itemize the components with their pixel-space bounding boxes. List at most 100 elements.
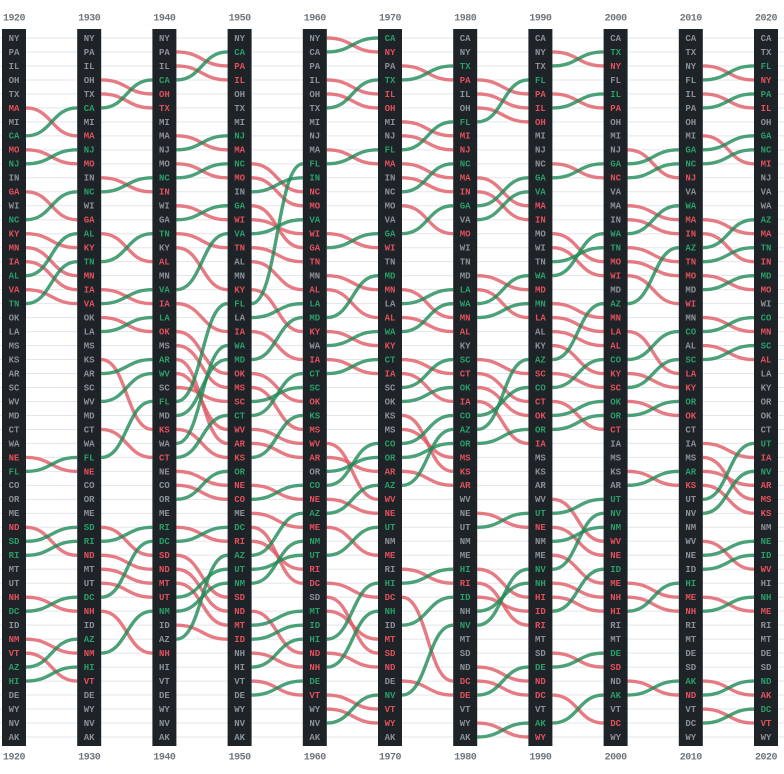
state-label: DE bbox=[685, 649, 696, 659]
rank-change-line bbox=[326, 357, 379, 376]
state-label: MT bbox=[610, 635, 621, 645]
state-label: MI bbox=[309, 118, 320, 128]
state-label: SC bbox=[84, 383, 95, 393]
state-label: FL bbox=[685, 76, 696, 86]
state-label: HI bbox=[385, 579, 396, 589]
state-label: MO bbox=[460, 230, 471, 240]
state-label: GA bbox=[309, 244, 320, 254]
state-label: OH bbox=[685, 118, 696, 128]
state-label: ND bbox=[84, 551, 95, 561]
state-label: MT bbox=[159, 579, 170, 589]
rank-change-line bbox=[326, 441, 379, 488]
state-label: MI bbox=[535, 132, 546, 142]
rank-change-line bbox=[702, 539, 755, 571]
state-label: KS bbox=[309, 411, 320, 421]
state-label: WY bbox=[385, 719, 396, 729]
rank-change-line bbox=[702, 246, 755, 264]
rank-change-line bbox=[25, 259, 78, 292]
state-label: AK bbox=[610, 691, 621, 701]
rank-change-line bbox=[176, 50, 228, 68]
rank-change-line bbox=[251, 609, 303, 627]
state-label: NY bbox=[535, 48, 546, 58]
state-label: MS bbox=[309, 425, 320, 435]
state-label: ME bbox=[685, 593, 696, 603]
state-label: SC bbox=[234, 397, 245, 407]
rank-change-line bbox=[326, 92, 379, 110]
rank-change-line bbox=[251, 176, 303, 194]
state-label: KY bbox=[535, 341, 546, 351]
rank-change-line bbox=[25, 106, 78, 138]
state-label: AK bbox=[234, 733, 245, 743]
state-label: ME bbox=[460, 551, 471, 561]
rank-change-line bbox=[552, 92, 604, 110]
state-label: AL bbox=[385, 313, 396, 323]
state-label: MN bbox=[761, 327, 772, 337]
rank-change-line bbox=[552, 50, 604, 68]
rank-change-line bbox=[401, 595, 454, 627]
year-label-bottom: 1980 bbox=[454, 753, 477, 764]
rank-change-line bbox=[251, 246, 303, 264]
state-label: DE bbox=[385, 677, 396, 687]
state-label: PA bbox=[460, 76, 471, 86]
state-label: UT bbox=[84, 579, 95, 589]
state-label: DC bbox=[159, 537, 170, 547]
state-label: MN bbox=[460, 313, 471, 323]
year-label-top: 2010 bbox=[680, 14, 703, 25]
state-label: MO bbox=[385, 202, 396, 212]
state-label: WY bbox=[610, 733, 621, 743]
state-label: AZ bbox=[385, 481, 396, 491]
state-label: NE bbox=[159, 467, 170, 477]
rank-change-line bbox=[401, 441, 454, 460]
state-label: CA bbox=[309, 48, 320, 58]
state-label: OH bbox=[84, 76, 95, 86]
state-label: NV bbox=[385, 691, 396, 701]
state-label: SD bbox=[9, 537, 20, 547]
state-label: VA bbox=[159, 286, 170, 296]
state-label: AL bbox=[685, 341, 696, 351]
rank-change-line bbox=[401, 120, 454, 138]
state-label: WI bbox=[535, 244, 546, 254]
state-label: NH bbox=[685, 607, 696, 617]
rank-change-line bbox=[477, 665, 529, 683]
state-label: KS bbox=[9, 355, 20, 365]
state-label: CA bbox=[535, 34, 546, 44]
state-label: WV bbox=[535, 495, 546, 505]
state-label: TN bbox=[460, 258, 471, 268]
state-label: WV bbox=[84, 397, 95, 407]
rank-change-line bbox=[476, 399, 529, 446]
rank-change-line bbox=[401, 679, 454, 697]
state-label: SC bbox=[535, 369, 546, 379]
state-label: OH bbox=[234, 90, 245, 100]
state-label: AK bbox=[84, 733, 95, 743]
state-label: DC bbox=[385, 593, 396, 603]
state-label: MD bbox=[309, 313, 320, 323]
rank-change-line bbox=[627, 148, 679, 166]
state-label: TX bbox=[685, 48, 696, 58]
state-label: WA bbox=[159, 439, 170, 449]
state-label: RI bbox=[234, 537, 245, 547]
year-label-top: 1930 bbox=[78, 14, 101, 25]
state-label: LA bbox=[309, 299, 320, 309]
state-label: NM bbox=[84, 649, 95, 659]
rank-change-line bbox=[326, 609, 379, 641]
state-label: AZ bbox=[9, 663, 20, 673]
state-label: SC bbox=[159, 383, 170, 393]
state-label: MI bbox=[610, 132, 621, 142]
state-label: NJ bbox=[9, 160, 20, 170]
state-label: MO bbox=[159, 160, 170, 170]
state-label: OR bbox=[535, 425, 546, 435]
state-label: IL bbox=[385, 90, 396, 100]
state-label: DC bbox=[761, 705, 772, 715]
state-label: NV bbox=[309, 719, 320, 729]
state-label: NC bbox=[84, 188, 95, 198]
state-label: ID bbox=[309, 621, 320, 631]
state-label: MI bbox=[460, 132, 471, 142]
state-label: NM bbox=[234, 579, 245, 589]
state-label: OK bbox=[234, 369, 245, 379]
rank-change-line bbox=[627, 162, 679, 180]
state-label: OK bbox=[685, 411, 696, 421]
state-label: ME bbox=[159, 509, 170, 519]
rank-change-line bbox=[702, 273, 755, 292]
state-label: TX bbox=[84, 90, 95, 100]
state-label: KS bbox=[685, 481, 696, 491]
